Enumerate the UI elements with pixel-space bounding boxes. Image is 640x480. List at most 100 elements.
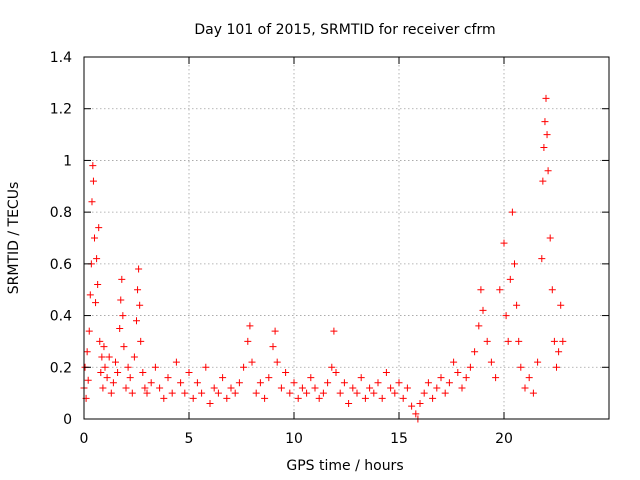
data-point	[319, 389, 327, 397]
data-point	[529, 389, 537, 397]
data-point	[332, 368, 340, 376]
data-point	[298, 384, 306, 392]
data-point	[336, 389, 344, 397]
data-point	[374, 379, 382, 387]
data-point	[86, 291, 94, 299]
data-point	[128, 389, 136, 397]
data-point	[513, 301, 521, 309]
data-point	[244, 337, 252, 345]
data-point	[345, 399, 353, 407]
data-point	[412, 410, 420, 418]
data-point	[511, 260, 518, 268]
data-point	[508, 208, 516, 216]
data-point	[93, 255, 101, 263]
data-point	[429, 394, 437, 402]
data-point	[454, 368, 462, 376]
data-point	[198, 389, 206, 397]
data-point	[185, 368, 193, 376]
data-point	[282, 368, 290, 376]
data-point	[231, 389, 239, 397]
data-point	[143, 389, 151, 397]
data-point	[83, 348, 91, 356]
data-point	[534, 358, 542, 366]
data-point	[433, 384, 441, 392]
data-point	[543, 131, 551, 139]
data-point	[172, 358, 180, 366]
data-point	[119, 312, 127, 320]
data-point	[96, 337, 104, 345]
data-point	[445, 379, 453, 387]
data-point	[416, 399, 424, 407]
data-point	[101, 363, 109, 371]
data-point	[256, 379, 264, 387]
data-point	[492, 374, 500, 382]
data-point	[548, 286, 556, 294]
y-tick-label: 0.8	[50, 205, 72, 221]
data-point	[89, 177, 97, 185]
data-point	[538, 255, 546, 263]
data-point	[370, 389, 378, 397]
data-point	[160, 394, 168, 402]
data-point	[151, 363, 159, 371]
y-tick-label: 1	[63, 153, 72, 169]
data-point	[91, 234, 98, 242]
y-tick-label: 0.6	[50, 257, 72, 273]
data-point	[500, 239, 508, 247]
data-point	[130, 353, 138, 361]
data-point	[294, 394, 302, 402]
data-point	[97, 368, 105, 376]
x-axis-label: GPS time / hours	[286, 458, 403, 474]
data-point	[223, 394, 231, 402]
data-point	[307, 374, 315, 382]
y-tick-label: 0.4	[50, 309, 72, 325]
y-axis-label: SRMTID / TECUs	[6, 182, 22, 295]
data-point	[126, 374, 134, 382]
x-tick-label: 0	[80, 431, 89, 447]
data-point	[559, 337, 567, 345]
data-point	[99, 384, 107, 392]
data-point	[271, 327, 279, 335]
data-point	[95, 224, 103, 232]
data-point	[141, 384, 149, 392]
data-point	[340, 379, 348, 387]
data-point	[546, 234, 554, 242]
data-point	[206, 399, 214, 407]
data-point	[94, 281, 102, 289]
data-point	[471, 348, 479, 356]
y-tick-label: 1.4	[50, 50, 72, 66]
data-point	[303, 389, 311, 397]
x-tick-label: 15	[390, 431, 408, 447]
data-point	[555, 348, 563, 356]
data-point	[92, 299, 100, 307]
data-point	[164, 374, 172, 382]
data-point	[214, 389, 222, 397]
data-point	[521, 384, 529, 392]
data-point	[286, 389, 294, 397]
data-point	[387, 384, 395, 392]
data-point	[210, 384, 218, 392]
data-point	[273, 358, 281, 366]
data-point	[366, 384, 374, 392]
data-point	[133, 317, 140, 325]
x-tick-label: 5	[185, 431, 194, 447]
data-point	[109, 379, 117, 387]
data-point	[403, 384, 411, 392]
data-point	[557, 301, 565, 309]
data-point	[477, 286, 485, 294]
data-point	[506, 275, 514, 283]
data-point	[550, 337, 558, 345]
x-tick-label: 10	[285, 431, 303, 447]
data-point	[117, 296, 125, 304]
data-point	[246, 322, 254, 330]
data-point	[248, 358, 256, 366]
data-point	[408, 402, 416, 410]
data-point	[189, 394, 197, 402]
data-point	[357, 374, 365, 382]
data-point	[395, 379, 403, 387]
data-point	[553, 363, 560, 371]
data-point	[424, 379, 432, 387]
data-point	[181, 389, 189, 397]
data-point	[458, 384, 466, 392]
data-point	[361, 394, 369, 402]
